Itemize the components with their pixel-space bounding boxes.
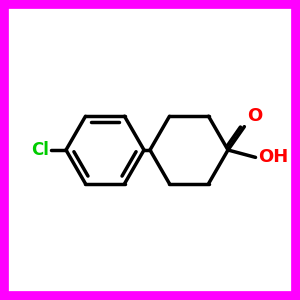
Text: Cl: Cl [31, 141, 49, 159]
Text: OH: OH [258, 148, 288, 166]
Text: O: O [247, 107, 262, 125]
